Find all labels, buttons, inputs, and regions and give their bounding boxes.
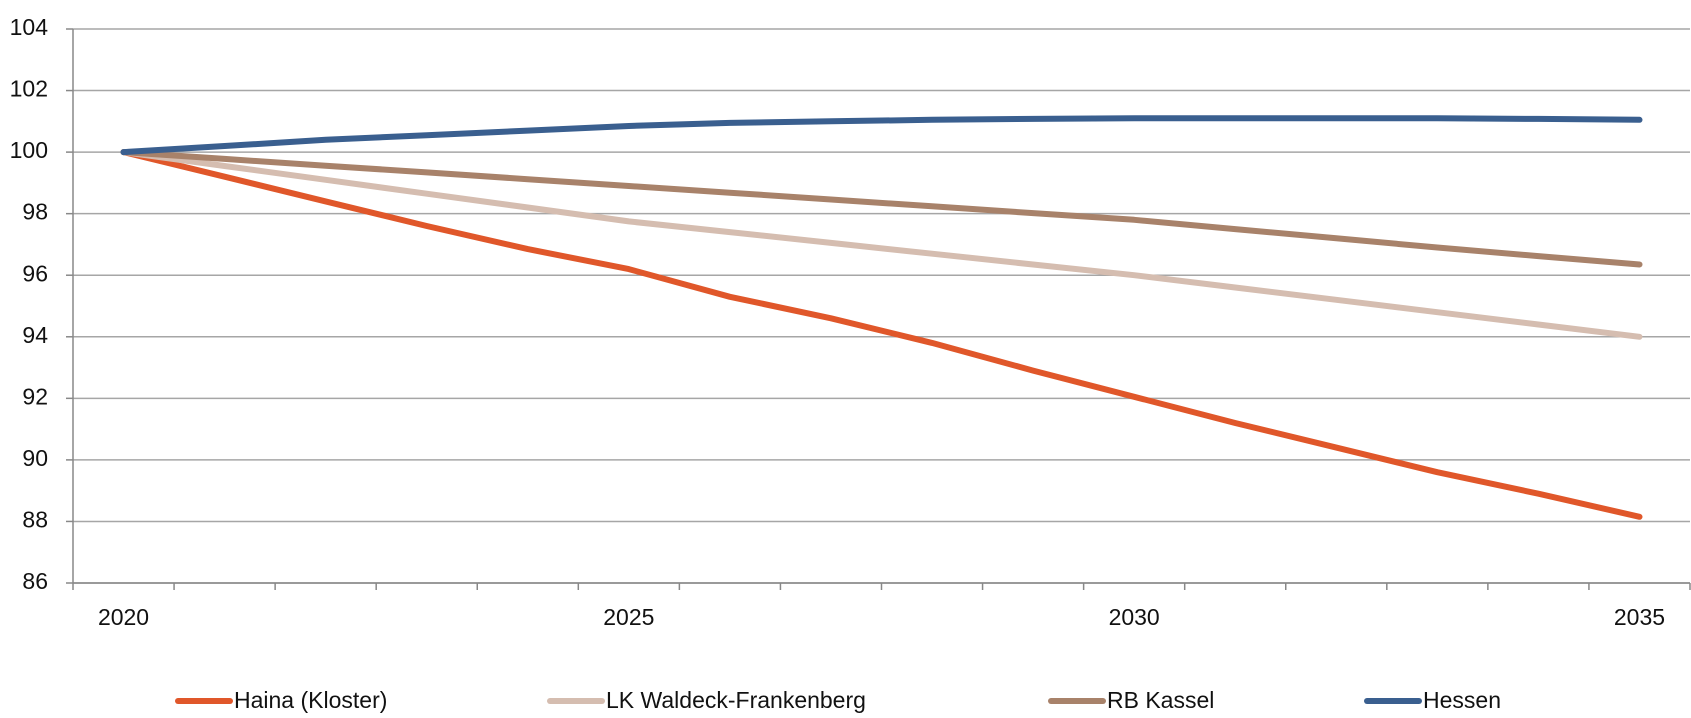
legend-label: Hessen — [1423, 687, 1501, 713]
series-line — [120, 115, 1643, 156]
series-line — [120, 149, 1643, 340]
y-tick-label: 90 — [22, 445, 48, 471]
y-tick-label: 88 — [22, 507, 48, 533]
legend-label: RB Kassel — [1107, 687, 1214, 713]
x-tick-label: 2020 — [98, 604, 149, 630]
y-tick-label: 94 — [22, 322, 48, 348]
series-line — [120, 149, 1643, 520]
legend-label: LK Waldeck-Frankenberg — [606, 687, 866, 713]
x-tick-label: 2035 — [1614, 604, 1665, 630]
x-tick-label: 2025 — [603, 604, 654, 630]
y-tick-label: 96 — [22, 260, 48, 286]
y-tick-label: 92 — [22, 383, 48, 409]
y-tick-label: 100 — [10, 137, 48, 163]
y-tick-label: 104 — [10, 14, 49, 40]
y-tick-label: 86 — [22, 568, 48, 594]
y-tick-label: 98 — [22, 199, 48, 225]
x-tick-label: 2030 — [1109, 604, 1160, 630]
legend-label: Haina (Kloster) — [234, 687, 387, 713]
y-tick-label: 102 — [10, 76, 48, 102]
series-line — [120, 149, 1643, 268]
